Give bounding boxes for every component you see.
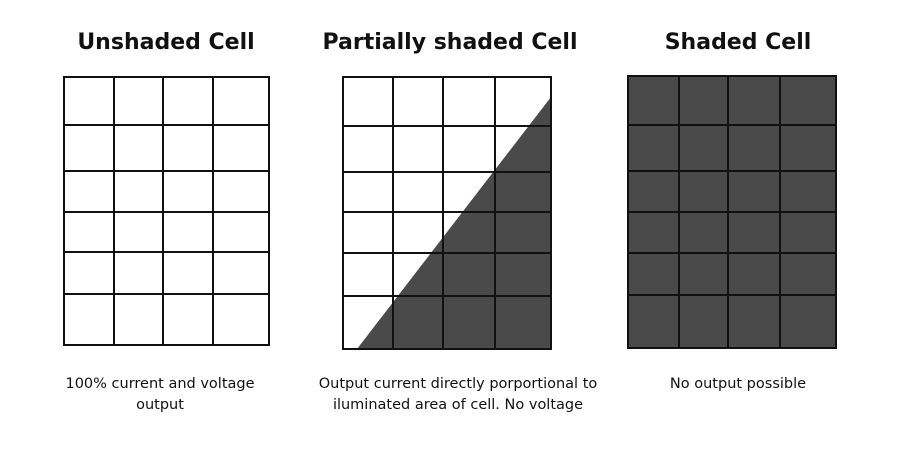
shaded-cell [627,75,837,350]
unshaded-title: Unshaded Cell [77,30,255,55]
partially-shaded-caption-line-2: iluminated area of cell. No voltage [332,397,584,413]
partially-shaded-title: Partially shaded Cell [322,30,578,55]
partially-shaded-cell [342,76,552,351]
shaded-grid [627,75,837,349]
partially-shaded-caption: Output current directly porportional to … [288,374,628,416]
unshaded-grid [63,76,270,346]
unshaded-caption-line-1: 100% current and voltage [65,376,255,392]
partially-shaded-caption-line-1: Output current directly porportional to [318,376,598,392]
shaded-title: Shaded Cell [664,30,812,55]
partially-shaded-grid [342,76,552,350]
shade-triangle [357,97,551,349]
shaded-caption-line-1: No output possible [669,376,807,392]
shaded-caption: No output possible [578,374,898,395]
unshaded-cell [63,76,270,346]
unshaded-caption: 100% current and voltage output [0,374,320,416]
unshaded-caption-line-2: output [136,397,184,413]
